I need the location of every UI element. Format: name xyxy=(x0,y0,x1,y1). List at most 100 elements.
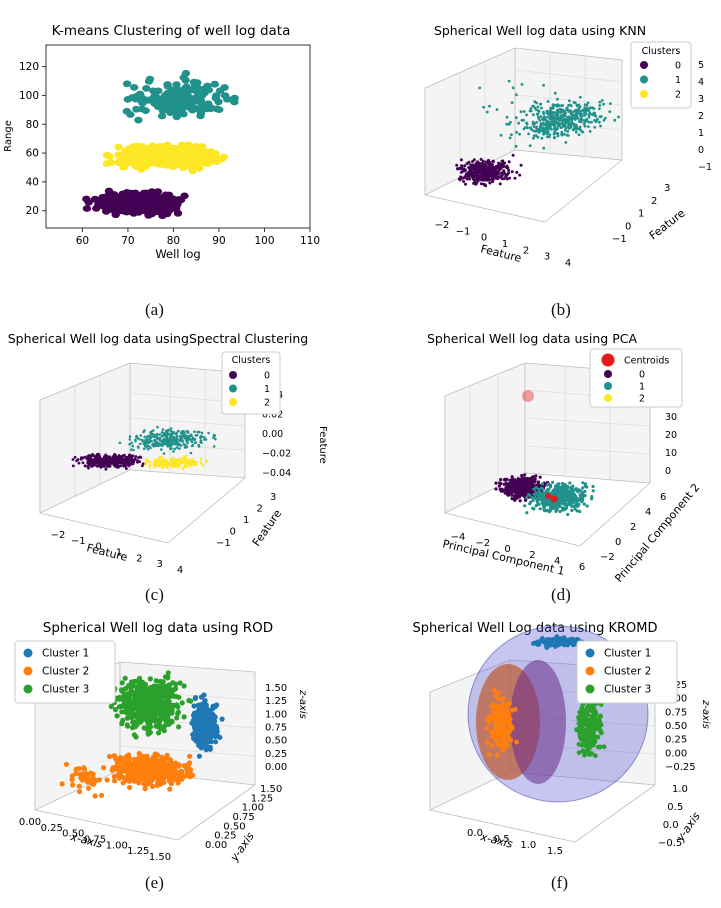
chart-a-xticks: 60 70 80 90 100 110 xyxy=(76,228,320,247)
chart-e-point-cluster-1 xyxy=(211,733,217,739)
chart-d-point-cluster-0 xyxy=(534,474,538,478)
chart-b-point-cluster-1 xyxy=(570,121,574,125)
chart-d-point-cluster-0 xyxy=(529,480,533,484)
chart-e-point-cluster-1 xyxy=(211,715,218,721)
chart-c-point-cluster-1 xyxy=(184,434,188,437)
chart-a-xtick-label: 100 xyxy=(254,235,274,247)
chart-d-point-cluster-1 xyxy=(570,508,574,512)
chart-b-point-cluster-1 xyxy=(541,122,545,126)
chart-b-point-cluster-1 xyxy=(561,104,565,107)
chart-b-point-cluster-0 xyxy=(495,170,499,174)
chart-b-legend: Clusters 012 xyxy=(630,41,692,109)
chart-b-point-cluster-1 xyxy=(543,115,546,119)
chart-b-point-cluster-1 xyxy=(565,119,568,122)
chart-b-point-cluster-0 xyxy=(466,174,470,178)
chart-b-point-cluster-1 xyxy=(578,125,582,129)
chart-d-x-tick-label: −2 xyxy=(475,538,490,549)
chart-e-title: Spherical Well log data using ROD xyxy=(43,620,273,636)
chart-f-sphere-cluster-mid xyxy=(510,660,566,784)
chart-a-point-cluster-2 xyxy=(102,160,112,167)
chart-d-point-cluster-1 xyxy=(564,490,568,494)
chart-b-z-tick-label: −1 xyxy=(698,162,712,173)
chart-c-point-cluster-1 xyxy=(135,434,138,438)
chart-c-point-cluster-0 xyxy=(134,455,138,458)
chart-b-point-cluster-1 xyxy=(599,124,602,128)
chart-c-point-cluster-2 xyxy=(191,458,194,461)
chart-d-point-cluster-1 xyxy=(561,494,565,498)
chart-e-point-cluster-2 xyxy=(111,778,118,784)
chart-d-point-cluster-1 xyxy=(559,485,563,489)
chart-c-point-cluster-1 xyxy=(200,435,203,439)
chart-e: Spherical Well log data using ROD 0.000.… xyxy=(14,620,308,865)
chart-b-point-cluster-0 xyxy=(484,163,488,167)
chart-b-legend-title: Clusters xyxy=(642,46,681,57)
chart-a-point-cluster-2 xyxy=(102,151,112,159)
chart-a-point-cluster-0 xyxy=(163,192,172,200)
chart-a-point-cluster-2 xyxy=(122,156,131,164)
chart-c-point-cluster-0 xyxy=(110,460,114,464)
chart-c-point-cluster-1 xyxy=(177,429,180,433)
chart-b-point-cluster-1 xyxy=(511,86,515,90)
chart-d-point-cluster-1 xyxy=(581,486,585,490)
chart-b-point-cluster-1 xyxy=(538,119,542,122)
chart-d-point-cluster-0 xyxy=(514,480,518,485)
chart-e-point-cluster-1 xyxy=(207,746,213,752)
chart-b-point-cluster-0 xyxy=(469,169,473,173)
chart-e-point-cluster-2 xyxy=(98,792,105,798)
chart-e-point-cluster-2 xyxy=(69,773,75,779)
chart-c-point-cluster-0 xyxy=(103,456,107,460)
chart-e-point-cluster-3 xyxy=(175,704,181,710)
chart-b-point-cluster-1 xyxy=(552,114,555,117)
chart-d-point-cluster-1 xyxy=(543,508,547,513)
chart-e-point-cluster-1 xyxy=(196,753,202,759)
chart-e-point-cluster-3 xyxy=(129,703,135,709)
chart-b-point-cluster-1 xyxy=(556,134,560,138)
chart-c-point-cluster-1 xyxy=(161,434,164,437)
chart-b-x-tick-label: 4 xyxy=(565,258,571,269)
chart-a-point-cluster-2 xyxy=(135,161,144,168)
chart-b-point-cluster-0 xyxy=(519,163,523,167)
chart-e-point-cluster-3 xyxy=(116,704,123,710)
chart-c-point-cluster-2 xyxy=(161,463,164,466)
chart-c-point-cluster-2 xyxy=(155,461,158,464)
chart-e-point-cluster-3 xyxy=(181,714,187,720)
chart-d-point-cluster-0 xyxy=(520,474,524,478)
chart-a-point-cluster-2 xyxy=(115,157,125,165)
chart-b-point-cluster-1 xyxy=(566,115,570,119)
chart-e-point-cluster-1 xyxy=(217,734,223,740)
chart-b-point-cluster-1 xyxy=(551,103,555,107)
chart-c-point-cluster-1 xyxy=(169,440,173,444)
chart-c-point-cluster-1 xyxy=(160,448,163,451)
chart-c-point-cluster-1 xyxy=(186,441,189,445)
chart-e-point-cluster-3 xyxy=(145,718,151,724)
chart-c-point-cluster-0 xyxy=(111,456,115,459)
chart-d-legend-label: 2 xyxy=(639,394,645,405)
chart-a-point-cluster-2 xyxy=(211,153,220,161)
chart-b-point-cluster-0 xyxy=(476,179,480,183)
chart-c-point-cluster-0 xyxy=(99,459,103,463)
chart-a-point-cluster-2 xyxy=(139,145,148,153)
chart-c-point-cluster-2 xyxy=(145,461,148,465)
chart-e-point-cluster-1 xyxy=(201,725,207,731)
chart-c-point-cluster-2 xyxy=(147,459,150,463)
chart-c-point-cluster-2 xyxy=(189,460,193,463)
chart-e-point-cluster-3 xyxy=(126,690,132,696)
chart-d-point-cluster-0 xyxy=(499,478,503,482)
chart-d-point-cluster-1 xyxy=(538,507,542,511)
chart-a-point-cluster-0 xyxy=(95,197,104,205)
chart-a-point-cluster-0 xyxy=(168,197,177,204)
chart-e-point-cluster-3 xyxy=(174,715,180,721)
chart-d-point-cluster-1 xyxy=(576,490,580,494)
chart-b-point-cluster-1 xyxy=(542,146,546,150)
chart-a-point-cluster-2 xyxy=(189,152,198,160)
chart-c-point-cluster-1 xyxy=(128,435,132,438)
chart-c-point-cluster-1 xyxy=(146,440,150,443)
chart-c-point-cluster-1 xyxy=(183,443,187,446)
chart-d-point-cluster-0 xyxy=(531,476,536,481)
chart-b-point-cluster-1 xyxy=(588,130,592,133)
chart-e-legend-marker xyxy=(23,648,33,658)
chart-d-point-cluster-0 xyxy=(524,479,528,483)
chart-b-point-cluster-1 xyxy=(559,108,563,112)
chart-e-point-cluster-2 xyxy=(141,781,147,787)
